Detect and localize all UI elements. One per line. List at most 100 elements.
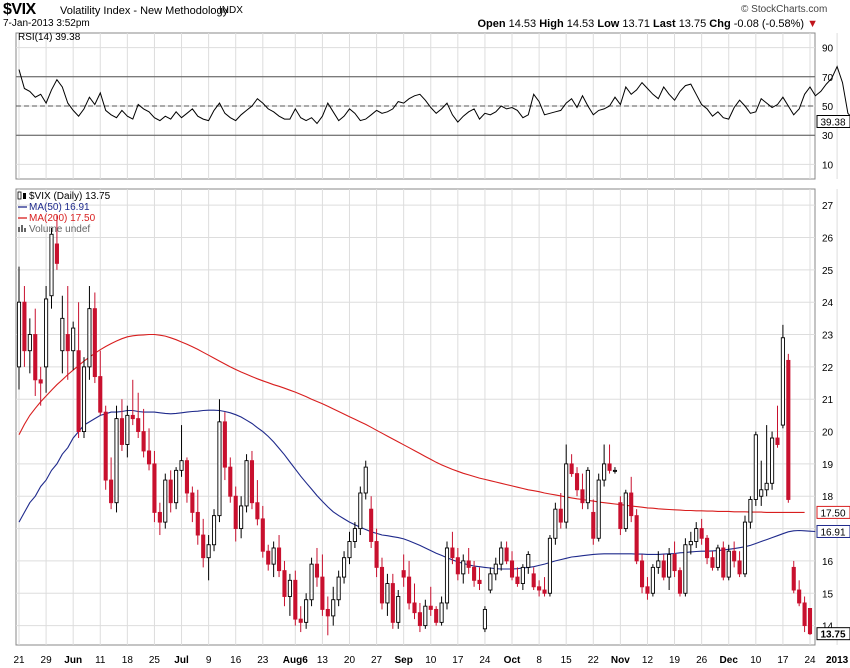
price-y-tick-label: 22 xyxy=(822,363,834,374)
chg-value: -0.08 (-0.58%) xyxy=(733,18,805,30)
candle-body xyxy=(195,511,200,536)
candle-body xyxy=(190,492,195,513)
candle-body xyxy=(472,566,477,581)
price-y-tick-label: 27 xyxy=(822,201,834,212)
candle-body xyxy=(791,566,796,591)
candle-body xyxy=(331,599,336,617)
candle-body xyxy=(336,576,341,601)
candle-body xyxy=(98,376,103,413)
candle-body xyxy=(699,528,704,539)
candle-body xyxy=(455,557,460,575)
x-tick-label: 13 xyxy=(317,655,329,666)
price-y-tick-label: 19 xyxy=(822,460,834,471)
candle-legend-icon xyxy=(17,191,22,200)
x-tick-label: 27 xyxy=(371,655,383,666)
price-y-tick-label: 20 xyxy=(822,428,834,439)
x-tick-label: Nov xyxy=(611,655,630,666)
x-tick-label: Oct xyxy=(504,655,521,666)
volume-legend-icon xyxy=(21,225,23,232)
candle-body xyxy=(705,537,710,559)
candle-body xyxy=(444,547,450,604)
price-panel-frame xyxy=(15,188,816,646)
brand-watermark: © StockCharts.com xyxy=(741,4,828,15)
candle-body xyxy=(217,421,222,517)
candle-body xyxy=(244,460,249,507)
candle-body xyxy=(109,479,114,504)
legend-entry: MA(50) 16.91 xyxy=(29,202,90,213)
candle-body xyxy=(396,596,401,623)
candle-body xyxy=(304,599,309,623)
x-tick-label: 18 xyxy=(122,655,134,666)
high-value: 14.53 xyxy=(566,18,595,30)
candle-body xyxy=(542,589,547,594)
candle-body xyxy=(146,450,152,465)
ma50-line xyxy=(18,409,816,570)
security-name: Volatility Index - New Methodology xyxy=(60,5,229,17)
x-tick-label: 29 xyxy=(41,655,53,666)
candle-body xyxy=(726,550,731,578)
price-y-tick-label: 15 xyxy=(822,589,834,600)
candle-body xyxy=(358,492,363,530)
candle-body xyxy=(515,576,520,585)
open-label: Open xyxy=(477,18,506,30)
candle-body xyxy=(504,547,509,562)
ticker-symbol: $VIX xyxy=(3,1,36,18)
candle-body xyxy=(537,586,542,591)
candle-body xyxy=(591,511,596,539)
candle-body xyxy=(596,479,601,539)
candle-body xyxy=(282,570,287,597)
candle-body xyxy=(482,608,487,630)
rsi-title: RSI(14) 39.38 xyxy=(18,32,81,43)
candle-body xyxy=(732,550,737,562)
candle-body xyxy=(119,418,124,445)
candle-body xyxy=(379,566,385,604)
x-tick-label: 20 xyxy=(344,655,356,666)
candle-body xyxy=(277,547,282,572)
rsi-y-tick-label: 90 xyxy=(822,44,834,55)
candle-body xyxy=(369,508,374,542)
candle-body xyxy=(797,589,802,604)
candle-body xyxy=(574,473,580,491)
price-y-tick-label: 14 xyxy=(822,622,834,633)
candle-body xyxy=(547,537,552,594)
low-value: 13.71 xyxy=(622,18,650,30)
candle-body xyxy=(271,547,276,565)
x-tick-label: 24 xyxy=(804,655,816,666)
legend-entry: $VIX (Daily) 13.75 xyxy=(29,191,111,202)
candle-body xyxy=(650,566,655,594)
last-value: 13.75 xyxy=(678,18,707,30)
candle-body xyxy=(802,602,807,627)
candle-body xyxy=(612,469,618,472)
candle-body xyxy=(417,612,422,627)
x-tick-label: 26 xyxy=(696,655,708,666)
candle-body xyxy=(450,547,455,559)
candle-body xyxy=(677,570,683,594)
candle-body xyxy=(656,560,661,568)
ma50-last-value-tag xyxy=(816,524,850,538)
candle-body xyxy=(710,557,715,568)
candle-legend-icon xyxy=(23,193,26,199)
price-y-tick-label: 25 xyxy=(822,266,834,277)
candle-body xyxy=(770,437,775,484)
x-tick-label: Jun xyxy=(64,655,82,666)
rsi-line xyxy=(18,65,850,125)
candle-body xyxy=(661,560,666,578)
candle-body xyxy=(688,541,693,546)
candle-body xyxy=(49,233,54,297)
candle-body xyxy=(60,317,65,352)
candle-body xyxy=(184,460,190,494)
candle-body xyxy=(499,547,504,565)
x-tick-label: Jul xyxy=(174,655,189,666)
candle-body xyxy=(786,359,791,500)
candle-body xyxy=(634,515,639,562)
candle-body xyxy=(201,534,206,559)
x-tick-label: 12 xyxy=(642,655,654,666)
ma50-last-value: 16.91 xyxy=(820,527,845,538)
candle-body xyxy=(639,560,645,588)
candle-body xyxy=(564,463,569,523)
candle-body xyxy=(607,463,612,471)
candle-body xyxy=(33,334,38,381)
x-tick-label: 23 xyxy=(257,655,269,666)
candle-body xyxy=(602,463,607,481)
candle-body xyxy=(320,576,325,610)
